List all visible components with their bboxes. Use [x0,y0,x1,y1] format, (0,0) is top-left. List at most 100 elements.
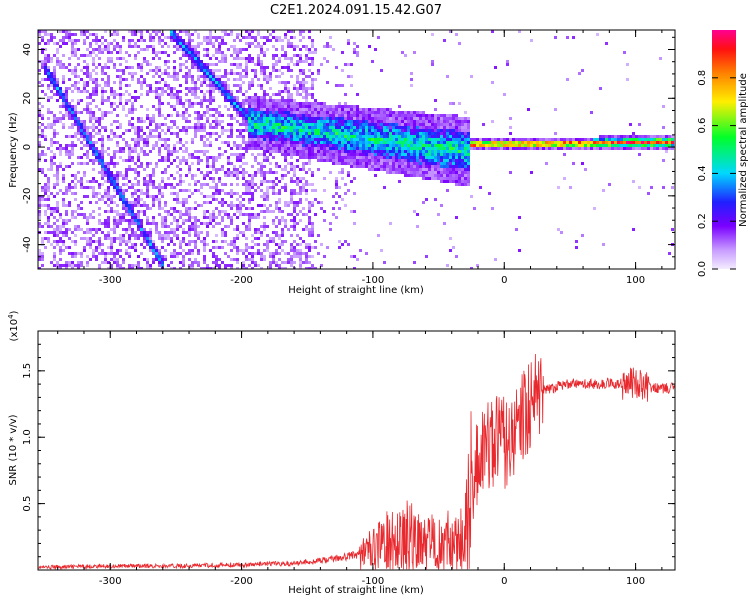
heatmap-cell [416,162,419,165]
heatmap-cell [152,144,155,147]
heatmap-cell [431,171,434,174]
heatmap-cell [251,258,254,261]
heatmap-cell [107,237,110,240]
heatmap-cell [323,210,326,213]
heatmap-cell [452,153,455,156]
heatmap-cell [107,84,110,87]
heatmap-cell [86,144,89,147]
heatmap-cell [74,81,77,84]
heatmap-cell [479,144,482,147]
heatmap-cell [392,114,395,117]
heatmap-cell [47,111,50,114]
heatmap-cell [122,138,125,141]
heatmap-cell [170,222,173,225]
heatmap-cell [296,93,299,96]
heatmap-cell [176,225,179,228]
heatmap-cell [77,99,80,102]
heatmap-cell [305,213,308,216]
heatmap-cell [53,87,56,90]
heatmap-cell [377,147,380,150]
heatmap-cell [47,204,50,207]
heatmap-cell [89,180,92,183]
heatmap-cell [416,114,419,117]
heatmap-cell [248,96,251,99]
heatmap-cell [53,174,56,177]
heatmap-cell [152,180,155,183]
heatmap-cell [416,120,419,123]
heatmap-cell [203,81,206,84]
heatmap-cell [365,132,368,135]
heatmap-cell [284,150,287,153]
heatmap-cell [287,96,290,99]
heatmap-cell [131,192,134,195]
heatmap-cell [353,117,356,120]
heatmap-cell [113,132,116,135]
heatmap-cell [173,198,176,201]
heatmap-cell [275,234,278,237]
heatmap-cell [356,111,359,114]
heatmap-cell [107,192,110,195]
heatmap-cell [407,117,410,120]
heatmap-cell [86,138,89,141]
heatmap-cell [194,183,197,186]
heatmap-cell [305,111,308,114]
heatmap-cell [188,216,191,219]
heatmap-cell [311,228,314,231]
heatmap-cell [437,159,440,162]
heatmap-cell [323,129,326,132]
heatmap-cell [398,141,401,144]
heatmap-cell [299,123,302,126]
heatmap-cell [395,135,398,138]
heatmap-cell [299,138,302,141]
heatmap-cell [248,87,251,90]
heatmap-cell [329,153,332,156]
heatmap-cell [413,111,416,114]
heatmap-cell [407,132,410,135]
heatmap-cell [122,201,125,204]
heatmap-cell [269,129,272,132]
heatmap-cell [269,240,272,243]
heatmap-cell [215,207,218,210]
heatmap-cell [56,219,59,222]
heatmap-cell [206,63,209,66]
heatmap-cell [134,162,137,165]
heatmap-cell [227,114,230,117]
heatmap-cell [104,192,107,195]
heatmap-cell [113,231,116,234]
heatmap-cell [410,123,413,126]
heatmap-cell [77,180,80,183]
heatmap-cell [233,141,236,144]
heatmap-cell [89,111,92,114]
heatmap-cell [434,99,437,102]
heatmap-cell [149,120,152,123]
heatmap-cell [236,156,239,159]
heatmap-cell [362,111,365,114]
heatmap-cell [404,144,407,147]
heatmap-cell [290,150,293,153]
heatmap-cell [173,267,176,269]
heatmap-cell [482,144,485,147]
heatmap-cell [140,105,143,108]
heatmap-cell [254,189,257,192]
heatmap-cell [206,264,209,267]
heatmap-cell [278,60,281,63]
heatmap-cell [410,135,413,138]
heatmap-cell [290,177,293,180]
heatmap-cell [284,51,287,54]
heatmap-cell [53,120,56,123]
heatmap-cell [356,165,359,168]
heatmap-cell [146,240,149,243]
heatmap-cell [242,147,245,150]
heatmap-cell [56,174,59,177]
heatmap-cell [233,108,236,111]
heatmap-cell [464,177,467,180]
heatmap-cell [152,114,155,117]
heatmap-cell [56,183,59,186]
heatmap-cell [146,165,149,168]
heatmap-cell [215,69,218,72]
heatmap-cell [185,159,188,162]
heatmap-cell [308,231,311,234]
heatmap-cell [506,147,509,150]
heatmap-cell [173,69,176,72]
heatmap-cell [434,162,437,165]
